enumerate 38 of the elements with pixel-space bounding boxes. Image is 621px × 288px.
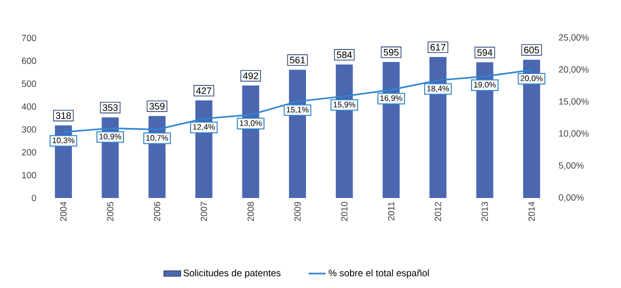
x-tick-label: 2007: [200, 202, 208, 222]
x-tick-label: 2009: [294, 202, 301, 222]
x-tick-label: 2011: [388, 202, 394, 220]
y2-tick-label: 20,00%: [558, 66, 589, 74]
y-tick-label: 100: [22, 172, 36, 178]
x-tick-label: 2013: [482, 202, 488, 222]
y2-tick-label: 15,00%: [559, 98, 589, 106]
y-tick-label: 300: [22, 126, 36, 133]
y-tick-label: 500: [22, 80, 36, 87]
x-tick-label: 2005: [107, 202, 114, 222]
data-label: 584: [336, 51, 352, 58]
legend-label: Solicitudes de patentes: [183, 269, 281, 278]
y2-tick-label: 5,00%: [558, 162, 584, 170]
x-tick-label: 2008: [248, 202, 254, 222]
data-label: 617: [430, 44, 446, 51]
data-label: 492: [243, 72, 258, 80]
data-label: 427: [196, 87, 212, 94]
x-tick-label: 2010: [341, 202, 348, 222]
y2-tick-label: 0,00%: [558, 194, 584, 202]
data-label: 353: [102, 104, 118, 111]
y-tick-label: 0: [32, 194, 36, 202]
legend-label: % sobre el total español: [328, 269, 429, 278]
data-label: 318: [56, 112, 71, 119]
y-tick-label: 600: [22, 58, 36, 64]
x-tick-label: 2014: [528, 202, 535, 222]
data-label: 359: [150, 102, 164, 110]
y-tick-label: 700: [22, 34, 36, 42]
x-tick-label: 2012: [434, 202, 442, 222]
y2-tick-label: 25,00%: [558, 34, 589, 42]
x-tick-label: 2006: [154, 202, 160, 222]
data-label: 594: [477, 49, 492, 56]
y-tick-label: 400: [22, 103, 36, 110]
data-label: 595: [384, 48, 399, 56]
y-tick-label: 200: [22, 149, 36, 156]
x-tick-label: 2004: [60, 202, 67, 222]
y2-tick-label: 10,00%: [559, 130, 589, 138]
data-label: 561: [290, 56, 305, 64]
data-label: 605: [524, 46, 540, 54]
